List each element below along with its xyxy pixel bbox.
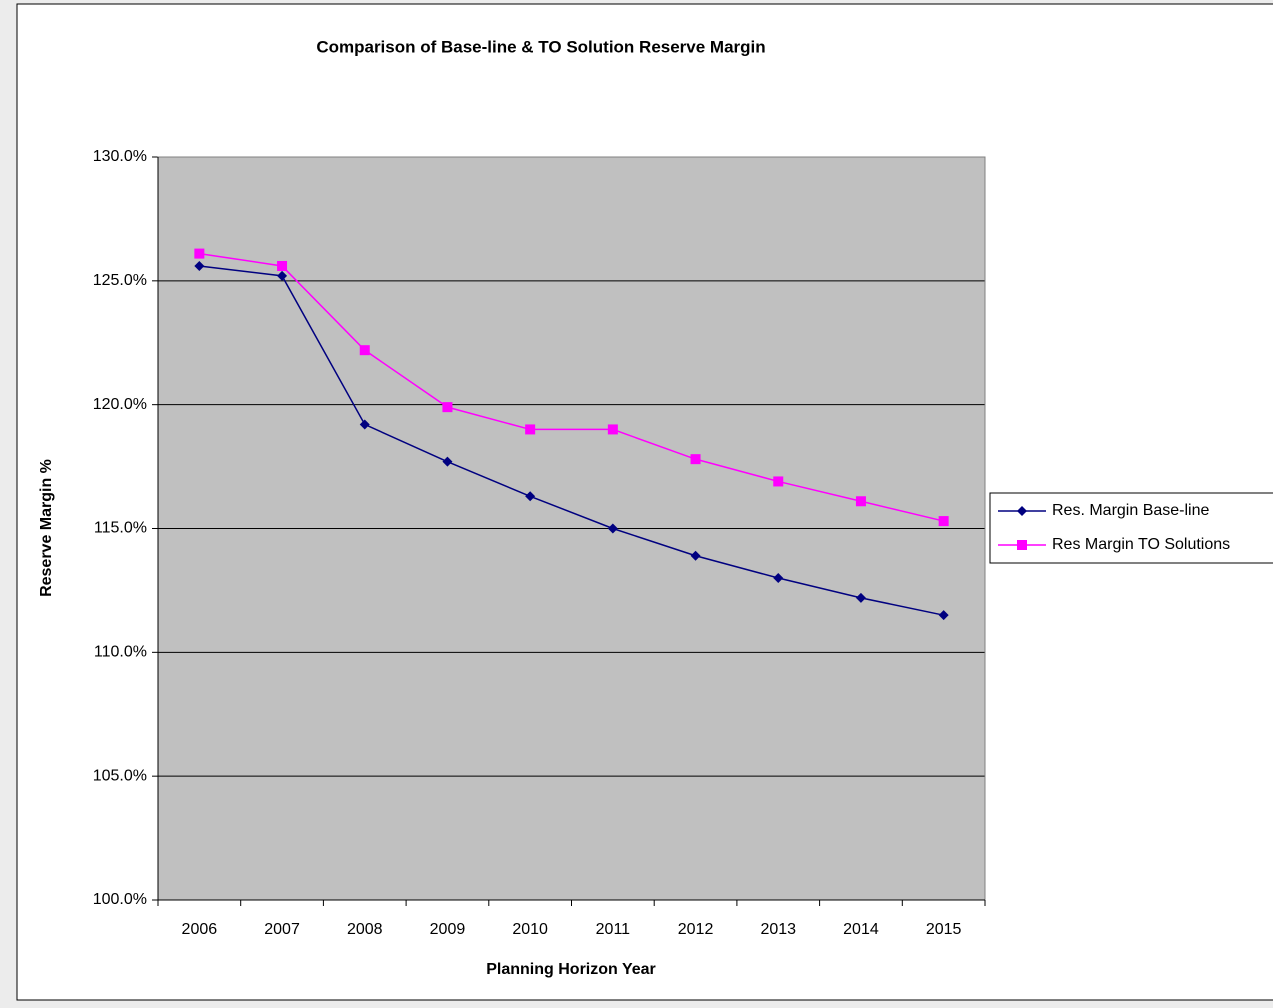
data-point <box>607 424 618 435</box>
x-tick-label: 2007 <box>264 921 300 938</box>
data-point <box>442 402 453 413</box>
data-point <box>442 456 453 467</box>
x-tick-label: 2006 <box>182 921 218 938</box>
legend-label: Res. Margin Base-line <box>1052 502 1210 519</box>
x-tick-label: 2009 <box>430 921 466 938</box>
chart-title: Comparison of Base-line & TO Solution Re… <box>316 37 765 56</box>
data-point <box>277 260 288 271</box>
data-point <box>690 454 701 465</box>
data-point <box>773 476 784 487</box>
data-point <box>855 496 866 507</box>
x-tick-label: 2015 <box>926 921 962 938</box>
y-tick-label: 125.0% <box>93 272 147 289</box>
y-tick-label: 105.0% <box>93 767 147 784</box>
y-tick-label: 110.0% <box>94 644 147 661</box>
data-point <box>938 610 949 621</box>
series-line <box>199 265 944 616</box>
y-tick-label: 120.0% <box>93 396 147 413</box>
data-point <box>359 419 370 430</box>
x-tick-label: 2010 <box>512 921 548 938</box>
legend-marker <box>1017 506 1027 516</box>
x-tick-label: 2008 <box>347 921 383 938</box>
x-axis-label: Planning Horizon Year <box>486 961 656 978</box>
data-point <box>773 573 784 584</box>
x-tick-label: 2012 <box>678 921 714 938</box>
y-tick-label: 130.0% <box>93 148 147 165</box>
data-point <box>607 523 618 534</box>
legend-marker <box>1017 540 1027 550</box>
data-point <box>194 260 205 271</box>
legend-box <box>989 492 1273 564</box>
data-point <box>855 592 866 603</box>
y-tick-label: 100.0% <box>93 891 147 908</box>
data-point <box>525 424 536 435</box>
data-point <box>277 270 288 281</box>
y-axis-label: Reserve Margin % <box>38 459 55 597</box>
legend-label: Res Margin TO Solutions <box>1052 536 1230 553</box>
data-point <box>690 550 701 561</box>
data-point <box>359 345 370 356</box>
data-point <box>194 248 205 259</box>
series-line <box>199 252 944 522</box>
x-tick-label: 2011 <box>596 921 631 938</box>
x-tick-label: 2013 <box>760 921 796 938</box>
y-tick-label: 115.0% <box>94 520 147 537</box>
x-tick-label: 2014 <box>843 921 879 938</box>
data-point <box>938 516 949 527</box>
data-point <box>525 491 536 502</box>
